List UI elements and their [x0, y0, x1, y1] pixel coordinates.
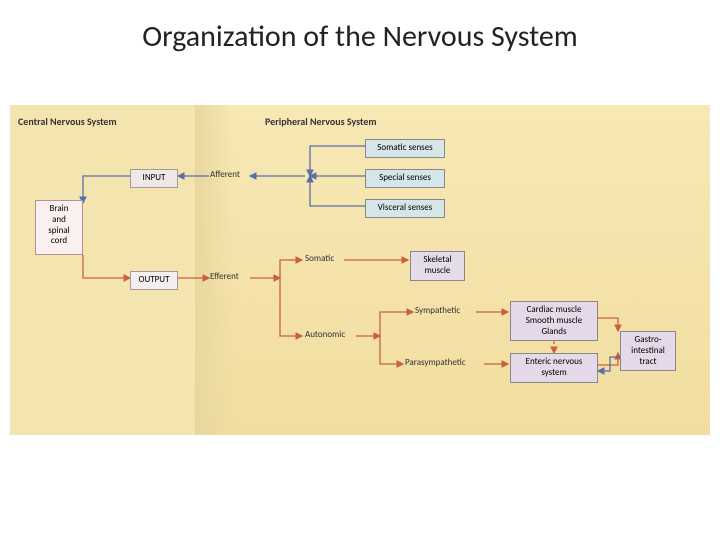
label-afferent: Afferent: [210, 169, 240, 180]
slide-title: Organization of the Nervous System: [0, 18, 720, 55]
node-special_senses: Special senses: [365, 169, 445, 188]
cns-panel-bg: [10, 105, 195, 435]
node-gi: Gastro- intestinal tract: [620, 331, 676, 371]
label-somatic: Somatic: [305, 253, 334, 264]
panel-fade: [195, 105, 235, 435]
node-enteric: Enteric nervous system: [510, 353, 598, 383]
nervous-system-diagram: Central Nervous System Peripheral Nervou…: [10, 105, 710, 435]
label-sympathetic: Sympathetic: [415, 305, 460, 316]
node-output: OUTPUT: [130, 271, 178, 290]
node-somatic_senses: Somatic senses: [365, 139, 445, 158]
cns-header: Central Nervous System: [18, 115, 117, 128]
node-skeletal: Skeletal muscle: [410, 251, 465, 281]
label-efferent: Efferent: [210, 271, 239, 282]
pns-header: Peripheral Nervous System: [265, 115, 377, 128]
node-input: INPUT: [130, 169, 178, 188]
label-parasympathetic: Parasympathetic: [405, 357, 466, 368]
node-brain: Brain and spinal cord: [35, 200, 83, 255]
node-cardiac: Cardiac muscle Smooth muscle Glands: [510, 301, 598, 341]
node-visceral_senses: Visceral senses: [365, 199, 445, 218]
label-autonomic: Autonomic: [305, 329, 345, 340]
